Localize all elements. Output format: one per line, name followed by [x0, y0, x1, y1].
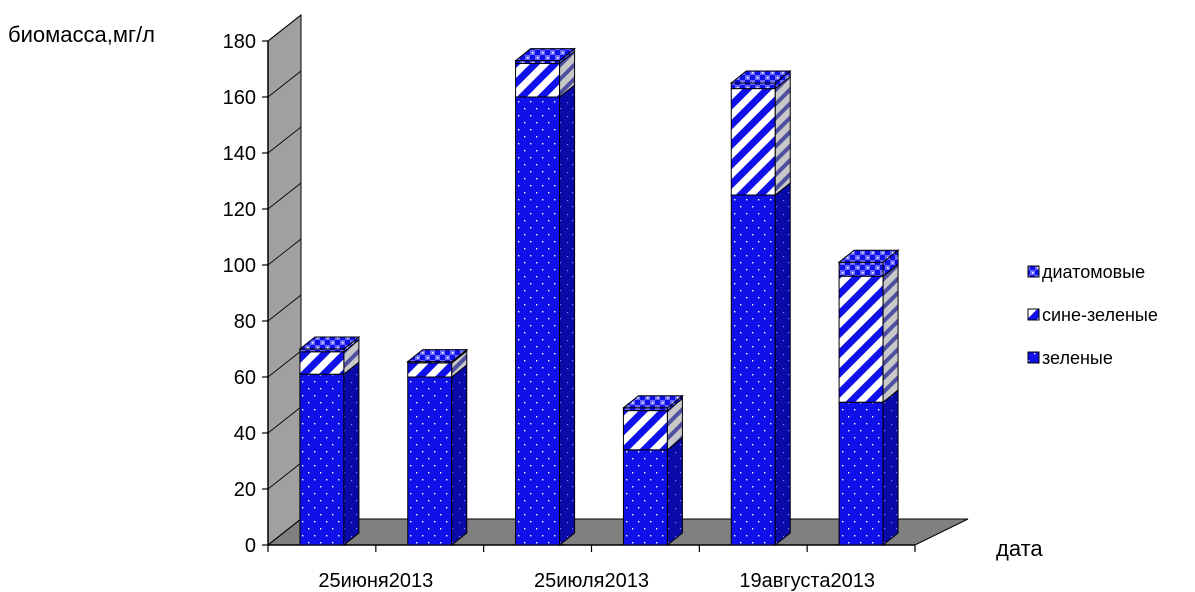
- bar-segment-front: [516, 97, 560, 545]
- bar-segment-front: [300, 352, 344, 374]
- bar-segment-front: [731, 89, 775, 195]
- y-tick-label: 80: [234, 311, 256, 333]
- bar-segment-front: [623, 411, 667, 450]
- legend-label: диатомовые: [1042, 262, 1145, 282]
- bar-segment-side: [775, 77, 790, 195]
- bar-segment-front: [623, 450, 667, 545]
- bar-segment-front: [516, 63, 560, 97]
- bar-segment-front: [408, 363, 452, 377]
- x-tick-label: 25июня2013: [318, 570, 433, 592]
- bar-stack: [731, 71, 790, 545]
- legend-swatch: [1028, 309, 1039, 320]
- x-tick-label: 25июля2013: [534, 570, 649, 592]
- bar-segment-side: [775, 183, 790, 545]
- bar-segment-front: [731, 195, 775, 545]
- bar-stack: [408, 350, 467, 545]
- bar-stack: [623, 396, 682, 545]
- y-tick-label: 120: [223, 199, 256, 221]
- y-tick-label: 180: [223, 31, 256, 53]
- bar-stack: [516, 49, 575, 545]
- legend-swatch: [1028, 352, 1039, 363]
- y-tick-label: 140: [223, 143, 256, 165]
- y-axis-label: биомасса,мг/л: [8, 22, 155, 47]
- back-wall: [268, 15, 301, 545]
- bar-stack: [300, 337, 359, 545]
- bar-segment-side: [452, 365, 467, 545]
- x-axis-label: дата: [996, 536, 1043, 561]
- bar-segment-side: [883, 390, 898, 545]
- bar-segment-front: [731, 83, 775, 89]
- chart-legend: диатомовые сине-зеленые зеленые: [1028, 262, 1158, 368]
- bar-segment-side: [667, 438, 682, 545]
- y-tick-label: 0: [245, 535, 256, 557]
- bar-segment-front: [300, 374, 344, 545]
- y-tick-label: 100: [223, 255, 256, 277]
- y-tick-label: 160: [223, 87, 256, 109]
- legend-label: зеленые: [1042, 348, 1113, 368]
- y-tick-label: 40: [234, 423, 256, 445]
- legend-swatch: [1028, 266, 1039, 277]
- bar-segment-front: [839, 262, 883, 276]
- bar-stack: [839, 250, 898, 545]
- bar-segment-side: [883, 264, 898, 402]
- bar-segment-side: [560, 85, 575, 545]
- bar-segment-front: [839, 402, 883, 545]
- bar-segment-front: [839, 276, 883, 402]
- x-tick-label: 19августа2013: [739, 570, 875, 592]
- bar-segment-front: [408, 377, 452, 545]
- chart-bars: [300, 49, 898, 545]
- legend-label: сине-зеленые: [1042, 305, 1158, 325]
- y-tick-label: 20: [234, 479, 256, 501]
- bar-segment-side: [344, 362, 359, 545]
- y-tick-label: 60: [234, 367, 256, 389]
